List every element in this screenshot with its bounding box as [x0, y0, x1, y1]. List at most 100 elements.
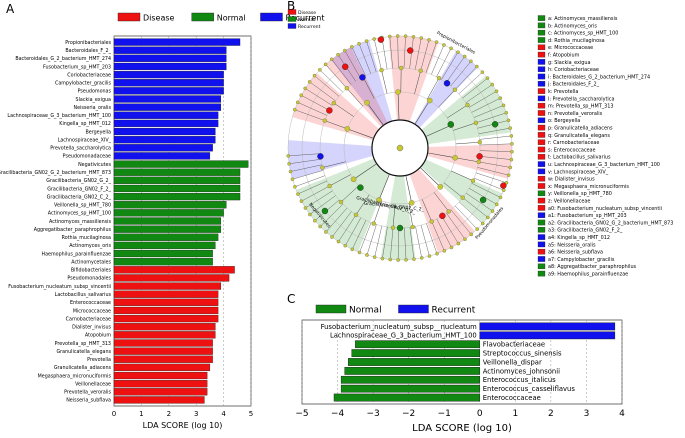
b-key-label: t: Lactobacillus_salivarius	[548, 155, 611, 161]
a-category-label: Pseudomonas	[78, 89, 112, 95]
c-category-label: Lachnospiraceae_G_3_bacterium_HMT_100	[330, 332, 477, 340]
b-key-label: h: Coriobacteriaceae	[548, 67, 599, 73]
b-key-label: a2: Gracilibacteria_GN02_G_2_bacterium_H…	[548, 220, 673, 226]
b-node	[395, 89, 401, 95]
b-leaf-node	[490, 82, 495, 87]
b-leaf-node	[343, 243, 347, 248]
b-branch	[468, 91, 497, 108]
b-branch	[404, 227, 407, 260]
b-leaf-node	[456, 50, 460, 54]
b-key-label: k: Prevotella	[548, 89, 578, 95]
b-branch	[366, 41, 377, 72]
panel-b-cladogram: PropionibacterialesPseudomonadalesNegati…	[286, 9, 673, 278]
a-bar	[113, 347, 213, 355]
b-clade-sector-recurrent	[331, 40, 393, 126]
b-key-label: x: Megasphaera_micronuciformis	[548, 184, 629, 190]
b-branch	[366, 224, 377, 256]
b-leaf-node	[330, 235, 334, 239]
a-bar	[113, 62, 227, 71]
b-key-label: a9: Haemophilus_parainfluenzae	[548, 272, 628, 278]
a-bar	[113, 241, 216, 250]
b-legend-label-normal: Normal	[298, 17, 315, 23]
b-leaf-node	[508, 126, 512, 130]
b-leaf-node	[286, 154, 291, 158]
b-key-label: a4: Kingella_sp_HMT_012	[548, 235, 610, 241]
a-category-label: Negativicutes	[78, 162, 111, 168]
b-key-swatch	[537, 168, 546, 175]
b-branch	[358, 43, 371, 74]
a-category-label: Dialister_invisus	[72, 325, 111, 331]
b-biomarker-node-recurrent	[443, 80, 451, 87]
b-node	[470, 178, 476, 183]
b-node	[437, 184, 444, 190]
b-branch	[382, 226, 388, 259]
b-branch	[294, 175, 326, 187]
b-branch	[455, 141, 480, 145]
a-category-label: Granulicatella_elegans	[56, 349, 111, 355]
b-clade-sector-disease	[426, 144, 512, 179]
b-key-swatch	[537, 29, 546, 36]
b-leaf-node	[388, 257, 392, 262]
a-bar	[113, 249, 213, 258]
a-category-label: Neisseria_oralis	[74, 105, 112, 111]
b-node	[436, 75, 442, 81]
b-branch	[414, 70, 421, 94]
b-branch	[427, 78, 440, 100]
b-clade-sector-recurrent	[414, 51, 478, 128]
b-biomarker-node-normal	[321, 207, 329, 215]
b-leaf-node	[318, 68, 322, 72]
a-category-label: Propionibacteriales	[65, 40, 111, 46]
a-bar	[113, 127, 216, 136]
a-bar	[113, 168, 241, 176]
a-category-label: Gracilibacteria_GN02_F_2_	[47, 186, 111, 192]
b-leaf-node	[318, 224, 322, 229]
b-clade-sector-disease	[388, 35, 439, 122]
b-leaf-node	[307, 80, 312, 84]
b-branch	[294, 109, 325, 121]
b-leaf-node	[498, 195, 503, 200]
b-node	[338, 199, 344, 205]
b-branch	[373, 38, 382, 71]
b-biomarker-node-normal	[357, 184, 364, 191]
b-leaf-node	[313, 218, 317, 223]
b-branch	[297, 180, 328, 195]
b-leaf-node	[412, 257, 416, 261]
a-category-label: Bergeyella	[85, 129, 111, 135]
a-bar	[113, 233, 219, 241]
b-legend-label-disease: Disease	[298, 10, 316, 16]
a-bar	[113, 184, 241, 193]
b-key-swatch	[537, 234, 546, 240]
a-category-label: Enterococcaceae	[70, 300, 111, 306]
b-legend-swatch-normal	[287, 16, 297, 22]
b-branch	[433, 192, 449, 212]
b-branch	[431, 44, 445, 75]
b-biomarker-node-disease	[439, 212, 446, 220]
b-biomarker-node-normal	[396, 224, 404, 232]
a-category-label: Megasphaera_micronuciformis	[38, 373, 112, 379]
b-leaf-node	[403, 34, 408, 38]
a-bar	[113, 79, 224, 87]
b-leaf-node	[396, 258, 400, 262]
b-clade-sector-normal	[380, 175, 416, 260]
b-key-label: m: Prevotella_sp_HMT_313	[548, 104, 613, 110]
b-key-label: j: Bacteroidales_F_2_	[547, 82, 600, 88]
b-branch	[320, 203, 344, 227]
a-category-label: Gracilibacteria_GN02_C_2_	[47, 194, 112, 200]
b-leaf-node	[364, 39, 369, 43]
c-category-label: Streptococcus_sinensis	[483, 350, 562, 358]
b-biomarker-node-normal	[479, 196, 487, 204]
b-branch	[462, 78, 488, 99]
b-key-swatch	[537, 95, 546, 102]
b-branch	[381, 37, 388, 70]
b-leaf-node	[287, 162, 291, 166]
c-legend-label-normal: Normal	[349, 306, 382, 316]
b-branch	[450, 209, 472, 235]
b-branch	[346, 88, 363, 107]
b-branch	[479, 135, 512, 140]
b-branch	[297, 102, 328, 116]
a-bar	[113, 46, 227, 54]
c-bar	[333, 393, 480, 402]
a-category-label: Lachnospiraceae_G_3_bacterium_HMT_100	[7, 113, 111, 119]
c-xtick-label: −1	[438, 409, 451, 419]
b-key-swatch	[537, 219, 546, 226]
